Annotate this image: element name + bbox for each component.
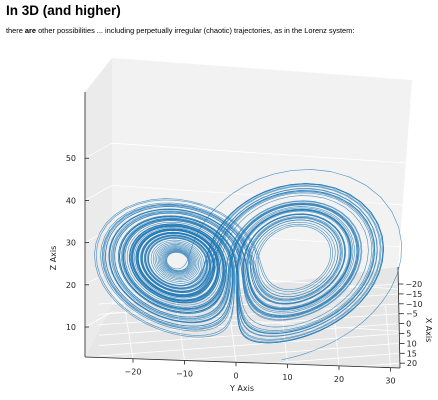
z-gridline	[84, 269, 113, 286]
y-tick-label: −20	[125, 368, 142, 377]
trajectory-segment	[100, 202, 339, 332]
intro-text-after: other possibilities ... including perpet…	[36, 26, 355, 35]
z-tick-label: 10	[66, 323, 76, 332]
trajectory-segment	[114, 183, 385, 344]
y-axis-label: Y Axis	[229, 384, 254, 393]
x-gridline	[99, 362, 400, 388]
x-tick-label: −20	[405, 280, 422, 289]
lorenz-trajectory	[94, 169, 402, 361]
trajectory-segment	[108, 189, 376, 335]
y-tick-label: −10	[176, 369, 193, 378]
intro-text: there are other possibilities ... includ…	[6, 26, 354, 35]
x-gridline	[99, 333, 400, 357]
z-gridline	[111, 142, 411, 164]
x-gridline	[99, 343, 400, 367]
trajectory-segment	[101, 195, 369, 330]
z-tick-label: 30	[66, 239, 76, 248]
x-gridline	[99, 352, 400, 378]
x-tick-label: 15	[407, 349, 417, 358]
y-tick-label: 20	[334, 375, 344, 384]
x-tick-label: 0	[406, 320, 411, 329]
x-tick-label: −5	[406, 310, 418, 319]
x-tick-label: 20	[407, 359, 417, 368]
y-gridline	[122, 296, 134, 359]
x-gridline	[98, 303, 399, 326]
z-tick-label: 40	[66, 196, 76, 205]
z-tick-label: 50	[66, 154, 76, 163]
intro-text-emphasis: are	[24, 26, 37, 35]
z-tick-label: 20	[66, 281, 76, 290]
trajectory-segment	[161, 169, 402, 361]
z-axis-label: Z Axis	[49, 246, 58, 271]
y-tick-label: 30	[385, 377, 395, 386]
intro-text-before: there	[6, 26, 25, 35]
y-tick-label: 10	[282, 373, 292, 382]
z-gridline	[84, 142, 113, 159]
back-pane	[112, 58, 412, 305]
x-tick-label: −10	[406, 300, 423, 309]
y-axis-line	[84, 356, 401, 369]
y-tick-label: 0	[233, 371, 238, 380]
z-gridline	[84, 311, 113, 328]
y-gridline	[385, 305, 391, 368]
left-pane	[85, 58, 112, 357]
trajectory-segment	[105, 190, 375, 327]
z-gridline	[84, 227, 113, 243]
z-gridline	[111, 311, 411, 333]
x-tick-label: 10	[407, 339, 417, 348]
x-tick-label: 5	[406, 330, 411, 339]
x-tick-label: −15	[406, 290, 423, 299]
z-gridline	[84, 185, 113, 201]
x-axis-label: X Axis	[424, 318, 433, 343]
page-title: In 3D (and higher)	[6, 3, 121, 18]
